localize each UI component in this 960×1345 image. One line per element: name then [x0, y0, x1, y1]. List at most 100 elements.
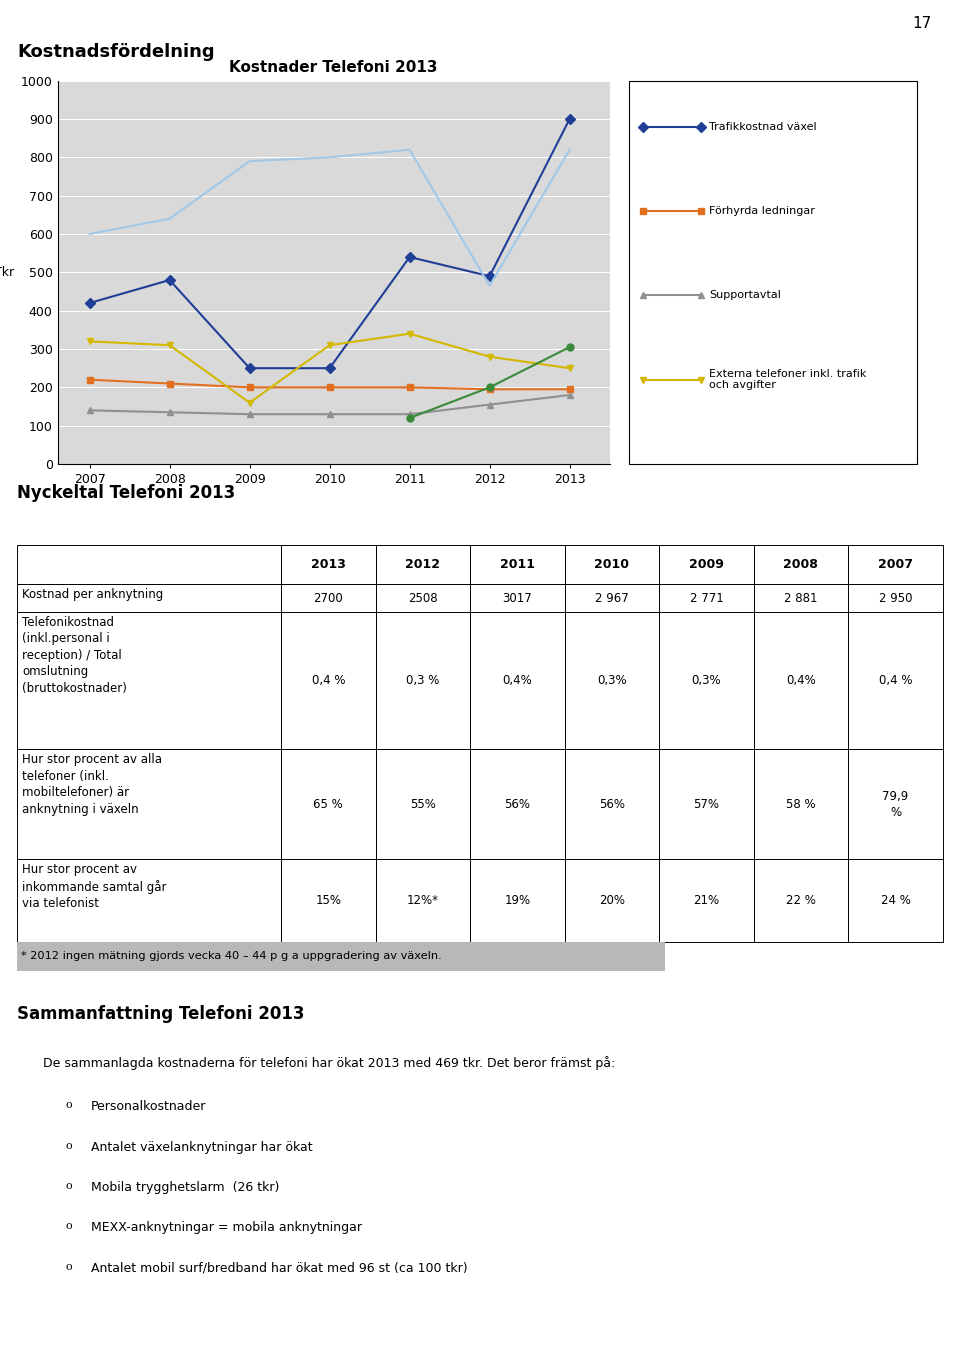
Text: Telefonikostnad
(inkl.personal i
reception) / Total
omslutning
(bruttokostnader): Telefonikostnad (inkl.personal i recepti… [22, 616, 127, 695]
Text: 2010: 2010 [594, 558, 630, 572]
Bar [849, 584, 943, 612]
Bar [564, 612, 660, 749]
Bar [470, 859, 564, 942]
Text: 0,4%: 0,4% [786, 674, 816, 687]
Bar [849, 749, 943, 859]
Text: Trafikkostnad växel: Trafikkostnad växel [709, 121, 817, 132]
Text: 0,4 %: 0,4 % [878, 674, 912, 687]
Text: Hur stor procent av
inkommande samtal går
via telefonist: Hur stor procent av inkommande samtal gå… [22, 863, 166, 911]
Text: * 2012 ingen mätning gjords vecka 40 – 44 p g a uppgradering av växeln.: * 2012 ingen mätning gjords vecka 40 – 4… [20, 951, 442, 962]
Text: 2007: 2007 [878, 558, 913, 572]
Text: De sammanlagda kostnaderna för telefoni har ökat 2013 med 469 tkr. Det beror frä: De sammanlagda kostnaderna för telefoni … [43, 1056, 615, 1069]
Text: 56%: 56% [504, 798, 530, 811]
Text: Kostnad per anknytning: Kostnad per anknytning [22, 588, 163, 601]
Text: 2 967: 2 967 [595, 592, 629, 605]
Text: 58 %: 58 % [786, 798, 816, 811]
Text: 0,3%: 0,3% [691, 674, 721, 687]
Text: 15%: 15% [315, 894, 342, 907]
Bar [470, 545, 564, 584]
Title: Kostnader Telefoni 2013: Kostnader Telefoni 2013 [229, 61, 438, 75]
Text: 21%: 21% [693, 894, 719, 907]
Text: 0,3%: 0,3% [597, 674, 627, 687]
Bar [281, 859, 375, 942]
Bar [660, 612, 754, 749]
Text: Antalet mobil surf/bredband har ökat med 96 st (ca 100 tkr): Antalet mobil surf/bredband har ökat med… [91, 1262, 468, 1275]
Bar [660, 859, 754, 942]
Text: 0,4%: 0,4% [502, 674, 532, 687]
Text: 2013: 2013 [311, 558, 346, 572]
Text: o: o [65, 1141, 72, 1150]
Text: Kostnadsfördelning: Kostnadsfördelning [17, 43, 215, 61]
Text: o: o [65, 1100, 72, 1110]
Text: 20%: 20% [599, 894, 625, 907]
Bar [281, 584, 375, 612]
Text: 0,4 %: 0,4 % [312, 674, 345, 687]
Bar [754, 584, 849, 612]
Bar [470, 584, 564, 612]
Bar [564, 859, 660, 942]
Bar [754, 612, 849, 749]
Bar [375, 749, 470, 859]
Text: 24 %: 24 % [880, 894, 910, 907]
Bar [660, 749, 754, 859]
Bar [17, 584, 281, 612]
Bar [564, 545, 660, 584]
Text: Antalet växelanknytningar har ökat: Antalet växelanknytningar har ökat [91, 1141, 313, 1154]
Text: Hur stor procent av alla
telefoner (inkl.
mobiltelefoner) är
anknytning i växeln: Hur stor procent av alla telefoner (inkl… [22, 753, 162, 815]
Text: 2508: 2508 [408, 592, 438, 605]
Text: Förhyrda ledningar: Förhyrda ledningar [709, 206, 815, 217]
Text: Externa telefoner inkl. trafik
och avgifter: Externa telefoner inkl. trafik och avgif… [709, 369, 867, 390]
Text: Personalkostnader: Personalkostnader [91, 1100, 206, 1114]
Bar [754, 749, 849, 859]
Text: Supportavtal: Supportavtal [709, 291, 781, 300]
Text: 19%: 19% [504, 894, 531, 907]
Bar [849, 859, 943, 942]
Bar [281, 749, 375, 859]
Text: 3017: 3017 [502, 592, 532, 605]
Bar [660, 545, 754, 584]
FancyBboxPatch shape [629, 81, 917, 464]
Text: 2011: 2011 [500, 558, 535, 572]
Bar [17, 859, 281, 942]
Bar [754, 859, 849, 942]
Text: 55%: 55% [410, 798, 436, 811]
Bar [470, 612, 564, 749]
Text: 2 950: 2 950 [878, 592, 912, 605]
Text: 79,9
%: 79,9 % [882, 790, 908, 819]
Text: o: o [65, 1181, 72, 1190]
Bar [470, 749, 564, 859]
Bar [17, 612, 281, 749]
Text: 2 881: 2 881 [784, 592, 818, 605]
Y-axis label: Tkr: Tkr [0, 266, 14, 278]
Text: Nyckeltal Telefoni 2013: Nyckeltal Telefoni 2013 [17, 484, 235, 502]
Text: 2 771: 2 771 [689, 592, 723, 605]
Bar [375, 545, 470, 584]
Text: Mobila trygghetslarm  (26 tkr): Mobila trygghetslarm (26 tkr) [91, 1181, 279, 1194]
Text: 57%: 57% [693, 798, 719, 811]
Bar [375, 859, 470, 942]
Bar [564, 749, 660, 859]
Bar [17, 749, 281, 859]
Bar [375, 612, 470, 749]
Bar [281, 545, 375, 584]
Text: 0,3 %: 0,3 % [406, 674, 440, 687]
Bar [849, 612, 943, 749]
Text: 2008: 2008 [783, 558, 818, 572]
Bar [281, 612, 375, 749]
Text: 2009: 2009 [689, 558, 724, 572]
Text: 2700: 2700 [313, 592, 343, 605]
Text: 56%: 56% [599, 798, 625, 811]
Bar [849, 545, 943, 584]
Bar [17, 545, 281, 584]
Text: 65 %: 65 % [313, 798, 343, 811]
Bar [754, 545, 849, 584]
Text: MEXX-anknytningar = mobila anknytningar: MEXX-anknytningar = mobila anknytningar [91, 1221, 362, 1235]
Text: 22 %: 22 % [786, 894, 816, 907]
Bar [375, 584, 470, 612]
Text: 2012: 2012 [405, 558, 441, 572]
Text: 12%*: 12%* [407, 894, 439, 907]
Text: Sammanfattning Telefoni 2013: Sammanfattning Telefoni 2013 [17, 1005, 304, 1022]
Bar [660, 584, 754, 612]
Text: o: o [65, 1221, 72, 1231]
Text: o: o [65, 1262, 72, 1271]
